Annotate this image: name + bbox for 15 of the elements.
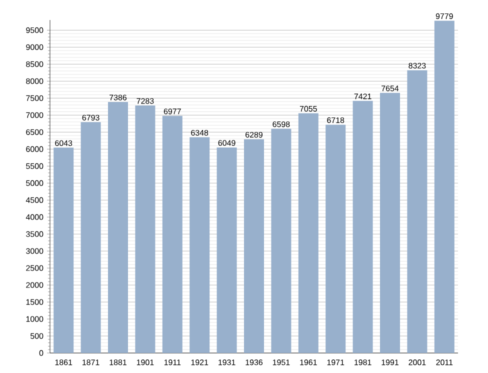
bar bbox=[162, 116, 182, 353]
bar bbox=[326, 124, 346, 353]
bar bbox=[54, 148, 74, 353]
bar bbox=[108, 102, 128, 353]
bar bbox=[244, 139, 264, 353]
bar bbox=[190, 137, 210, 353]
bar bbox=[271, 128, 292, 353]
bar bbox=[407, 70, 428, 353]
bar bbox=[352, 100, 373, 353]
bar bbox=[216, 147, 237, 353]
bar bbox=[380, 92, 400, 353]
bar bbox=[298, 113, 318, 353]
bar bbox=[80, 122, 101, 353]
bar bbox=[135, 106, 156, 353]
bar bbox=[434, 20, 454, 353]
